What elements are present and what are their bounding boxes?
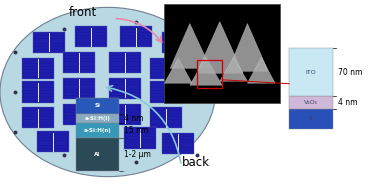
Bar <box>22 57 54 79</box>
Bar <box>150 57 182 79</box>
Ellipse shape <box>0 7 215 177</box>
Bar <box>150 107 182 128</box>
Bar <box>109 78 141 99</box>
Polygon shape <box>170 24 211 68</box>
Bar <box>289 109 333 129</box>
Bar <box>162 133 194 154</box>
Bar <box>109 52 141 73</box>
Text: front: front <box>69 6 97 19</box>
Bar <box>197 60 222 88</box>
Bar <box>164 4 280 103</box>
Polygon shape <box>164 58 192 83</box>
Bar <box>33 32 65 53</box>
Text: Si: Si <box>308 116 314 121</box>
Polygon shape <box>220 57 248 81</box>
Bar <box>109 103 141 125</box>
Bar <box>289 96 333 109</box>
Bar <box>289 48 333 96</box>
Text: V₂O₅: V₂O₅ <box>304 100 318 105</box>
Bar <box>22 81 54 103</box>
Text: 4 nm: 4 nm <box>338 98 357 107</box>
Polygon shape <box>248 57 275 83</box>
Bar <box>63 52 95 73</box>
Polygon shape <box>197 22 243 73</box>
Text: a-Si:H(n): a-Si:H(n) <box>84 128 111 133</box>
Bar <box>63 103 95 125</box>
Bar <box>76 114 119 123</box>
Bar <box>162 32 194 53</box>
Text: 15 nm: 15 nm <box>124 126 148 135</box>
Text: Si: Si <box>94 103 100 108</box>
Text: a-Si:H(i): a-Si:H(i) <box>84 116 110 121</box>
Bar <box>22 107 54 128</box>
Bar <box>124 127 156 149</box>
Bar <box>74 26 107 47</box>
Text: ITO: ITO <box>305 70 316 75</box>
Text: 1-2 μm: 1-2 μm <box>124 150 151 159</box>
Bar <box>37 131 69 152</box>
Bar <box>63 78 95 99</box>
Bar <box>79 127 110 149</box>
Bar <box>150 81 182 103</box>
Text: Al: Al <box>94 152 101 157</box>
Polygon shape <box>228 24 268 71</box>
Text: back: back <box>181 156 209 169</box>
Text: 4 nm: 4 nm <box>124 114 144 123</box>
Polygon shape <box>190 57 222 85</box>
Bar <box>76 138 119 171</box>
Bar <box>120 26 152 47</box>
Bar <box>76 98 119 114</box>
Text: 70 nm: 70 nm <box>338 68 362 77</box>
Bar <box>76 123 119 138</box>
